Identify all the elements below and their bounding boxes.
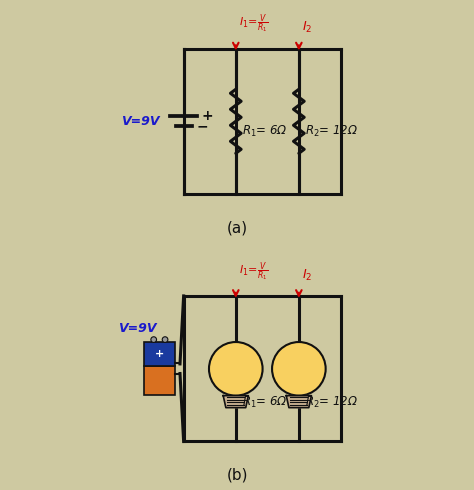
Circle shape (151, 337, 156, 343)
Text: $R_2$= 12Ω: $R_2$= 12Ω (305, 123, 358, 139)
Circle shape (209, 342, 263, 395)
Text: (a): (a) (227, 220, 247, 235)
Text: V=9V: V=9V (118, 322, 156, 335)
Circle shape (272, 342, 326, 395)
FancyBboxPatch shape (144, 366, 175, 395)
Text: $I_1\!=\!\frac{V}{R_1}$: $I_1\!=\!\frac{V}{R_1}$ (239, 12, 268, 35)
Text: +: + (155, 349, 164, 359)
Text: $I_2$: $I_2$ (302, 268, 312, 283)
Text: $R_1$= 6Ω: $R_1$= 6Ω (242, 123, 288, 139)
Text: +: + (202, 109, 213, 123)
Circle shape (162, 337, 168, 343)
FancyBboxPatch shape (144, 342, 175, 366)
Text: (b): (b) (226, 468, 248, 483)
Text: $R_2$= 12Ω: $R_2$= 12Ω (305, 395, 358, 410)
Polygon shape (223, 395, 248, 408)
Text: V=9V: V=9V (120, 115, 159, 128)
Text: $I_1\!=\!\frac{V}{R_1}$: $I_1\!=\!\frac{V}{R_1}$ (239, 260, 268, 283)
Polygon shape (286, 395, 311, 408)
Text: $R_1$= 6Ω: $R_1$= 6Ω (242, 395, 288, 410)
Text: $I_2$: $I_2$ (302, 20, 312, 35)
Text: −: − (197, 119, 208, 133)
